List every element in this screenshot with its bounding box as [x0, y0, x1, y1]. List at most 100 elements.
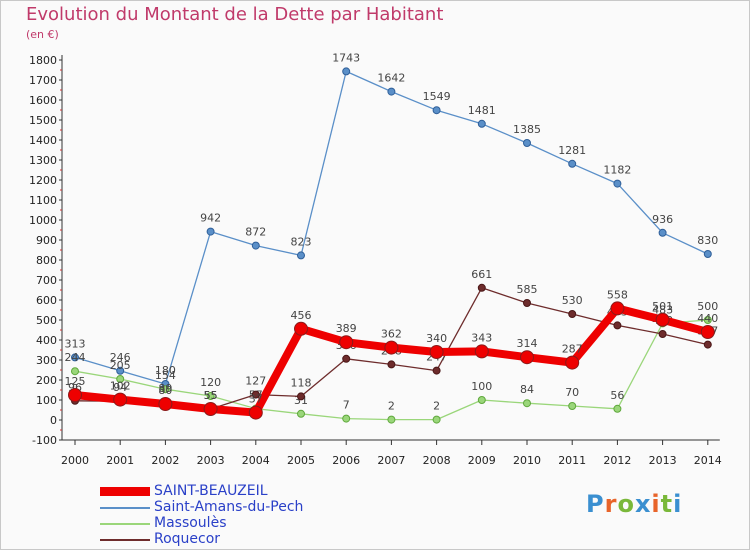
data-label: 530 — [562, 294, 583, 307]
data-label: 872 — [245, 226, 266, 239]
data-point — [206, 227, 215, 236]
data-label: 343 — [471, 331, 492, 344]
data-point — [248, 405, 263, 420]
x-tick-label: 2005 — [287, 454, 315, 467]
data-label: 1281 — [558, 144, 586, 157]
x-tick-label: 2006 — [332, 454, 360, 467]
data-label: 56 — [610, 389, 624, 402]
x-tick-label: 2009 — [468, 454, 496, 467]
legend-label: Massoulès — [154, 515, 227, 531]
data-point — [568, 310, 577, 318]
data-label: 936 — [652, 213, 673, 226]
data-point — [520, 350, 534, 365]
y-tick-label: 1300 — [29, 154, 57, 167]
data-label: 37 — [249, 393, 263, 406]
axes: -100 0 100 200 300 400 500 600 700 800 900 1000 1100… — [29, 54, 722, 467]
x-tick-label: 2008 — [423, 454, 451, 467]
data-label: 500 — [697, 300, 718, 313]
data-point — [658, 228, 667, 237]
data-label: 501 — [652, 300, 673, 313]
y-tick-label: 1500 — [29, 114, 57, 127]
data-label: 127 — [245, 375, 266, 388]
data-point — [158, 397, 173, 411]
data-label: 585 — [517, 283, 538, 296]
data-label: 205 — [110, 359, 131, 372]
data-point — [203, 402, 218, 416]
data-label: 246 — [110, 351, 131, 364]
proxiti-logo: Proxiti — [586, 490, 683, 518]
y-tick-label: 400 — [36, 334, 57, 347]
legend-swatch — [100, 523, 150, 525]
data-point — [523, 299, 531, 307]
data-label: 180 — [155, 364, 176, 377]
data-point — [161, 385, 170, 394]
data-point — [387, 87, 396, 96]
y-tick-label: 1100 — [29, 194, 57, 207]
data-point — [432, 415, 441, 424]
data-point — [113, 392, 128, 407]
data-point — [342, 67, 351, 76]
data-point — [477, 396, 486, 404]
x-tick-label: 2011 — [558, 454, 586, 467]
data-point — [477, 283, 486, 292]
x-tick-label: 2000 — [61, 454, 89, 467]
x-tick-label: 2013 — [649, 454, 677, 467]
data-point — [297, 251, 305, 260]
data-point — [342, 354, 351, 363]
data-point — [251, 390, 260, 399]
x-tick-label: 2003 — [197, 454, 225, 467]
y-tick-label: 0 — [50, 414, 57, 427]
data-label: 661 — [471, 268, 492, 281]
y-tick-label: -100 — [32, 434, 57, 447]
data-label: 313 — [65, 337, 86, 350]
data-point — [613, 321, 622, 330]
data-point — [477, 119, 486, 128]
data-point — [342, 414, 351, 423]
data-label: 55 — [204, 389, 218, 402]
data-label: 7 — [343, 399, 350, 412]
data-label: 55 — [204, 389, 218, 402]
data-label: 389 — [336, 322, 357, 335]
data-label: 287 — [562, 343, 583, 356]
data-label: 84 — [520, 383, 534, 396]
data-label: 456 — [291, 309, 312, 322]
series-layer: 3132461809428728231743164215491481138512… — [65, 51, 718, 424]
data-point — [294, 321, 308, 336]
data-label: 154 — [155, 369, 176, 382]
data-label: 362 — [381, 328, 402, 341]
data-point — [71, 353, 79, 362]
data-point — [610, 301, 625, 316]
data-label: 340 — [426, 332, 447, 345]
x-tick-label: 2001 — [106, 454, 134, 467]
data-point — [703, 316, 712, 324]
y-tick-label: 1400 — [29, 134, 57, 147]
data-label: 1743 — [332, 51, 360, 64]
series-massoul-s: 2442051541205731722100847056483500 — [65, 300, 718, 424]
legend-label: SAINT-BEAUZEIL — [154, 483, 268, 499]
data-label: 120 — [200, 376, 221, 389]
data-point — [655, 312, 670, 327]
data-point — [297, 409, 305, 418]
data-label: 1385 — [513, 123, 541, 136]
data-label: 314 — [517, 337, 538, 350]
data-point — [613, 404, 622, 413]
data-label: 440 — [697, 312, 718, 325]
data-point — [613, 179, 622, 188]
legend-label: Saint-Amans-du-Pech — [154, 499, 304, 515]
legend-swatch — [100, 539, 150, 541]
data-label: 558 — [607, 288, 628, 301]
legend-swatch — [100, 487, 150, 496]
data-point — [703, 250, 712, 258]
data-label: 1481 — [468, 104, 496, 117]
data-label: 102 — [110, 380, 131, 393]
data-point — [429, 345, 444, 359]
data-point — [339, 335, 354, 350]
data-point — [523, 139, 531, 147]
data-point — [568, 402, 577, 410]
data-point — [700, 325, 715, 339]
y-tick-label: 800 — [36, 254, 57, 267]
y-tick-label: 300 — [36, 354, 57, 367]
data-point — [68, 388, 82, 402]
